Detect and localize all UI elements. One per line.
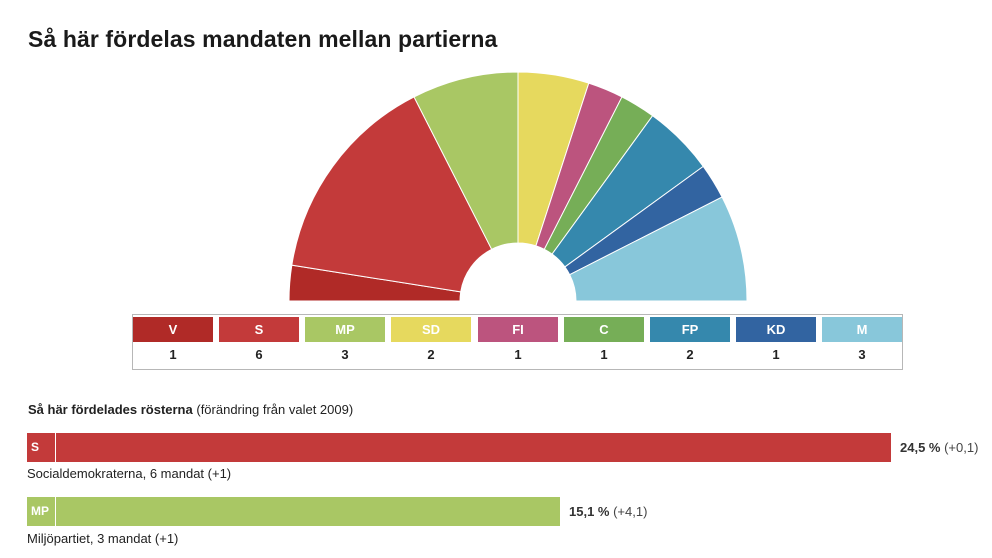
legend-item-mp: MP 3 xyxy=(305,317,385,367)
legend-seat-count: 6 xyxy=(255,347,263,362)
legend-seat-count: 2 xyxy=(427,347,435,362)
legend-party-label: FI xyxy=(478,317,558,342)
legend-party-label: S xyxy=(219,317,299,342)
page-title: Så här fördelas mandaten mellan partiern… xyxy=(28,26,498,52)
votes-heading-title: Så här fördelades rösterna xyxy=(28,402,193,417)
legend-party-label: SD xyxy=(391,317,471,342)
seat-hemicycle-chart xyxy=(288,71,748,302)
vote-percent-label: 15,1 % xyxy=(569,504,610,519)
vote-bar-caption: Socialdemokraterna, 6 mandat (+1) xyxy=(27,466,232,481)
legend-party-label: MP xyxy=(305,317,385,342)
vote-bar-s xyxy=(27,433,891,462)
vote-change-label: (+0,1) xyxy=(940,440,979,455)
legend-party-label: FP xyxy=(650,317,730,342)
legend-party-label: M xyxy=(822,317,902,342)
legend-item-fi: FI 1 xyxy=(478,317,558,367)
legend-item-kd: KD 1 xyxy=(736,317,816,367)
legend-seat-count: 3 xyxy=(341,347,349,362)
votes-heading: Så här fördelades rösterna (förändring f… xyxy=(28,402,353,417)
legend-seat-count: 1 xyxy=(772,347,780,362)
legend-seat-count: 1 xyxy=(600,347,608,362)
legend-party-label: C xyxy=(564,317,644,342)
vote-bar-party-label: S xyxy=(27,433,56,462)
seat-slice-m xyxy=(569,196,748,302)
vote-bar-value: 24,5 % (+0,1) xyxy=(900,433,978,462)
vote-bar-value: 15,1 % (+4,1) xyxy=(569,497,647,526)
legend-seat-count: 2 xyxy=(686,347,694,362)
vote-percent-label: 24,5 % xyxy=(900,440,941,455)
vote-bar-row-mp: MP 15,1 % (+4,1) xyxy=(27,497,670,526)
legend-item-fp: FP 2 xyxy=(650,317,730,367)
seat-slice-s xyxy=(291,96,493,293)
legend-seat-count: 1 xyxy=(169,347,177,362)
legend-seat-count: 3 xyxy=(858,347,866,362)
vote-bar-row-s: S 24,5 % (+0,1) xyxy=(27,433,992,462)
vote-bar-caption: Miljöpartiet, 3 mandat (+1) xyxy=(27,531,179,546)
legend-item-sd: SD 2 xyxy=(391,317,471,367)
vote-change-label: (+4,1) xyxy=(609,504,648,519)
party-seat-legend: V 1 S 6 MP 3 SD 2 FI 1 C 1 FP 2 KD 1 M 3 xyxy=(132,314,903,370)
votes-heading-note: (förändring från valet 2009) xyxy=(196,402,354,417)
legend-seat-count: 1 xyxy=(514,347,522,362)
legend-party-label: KD xyxy=(736,317,816,342)
legend-party-label: V xyxy=(133,317,213,342)
vote-bar-party-label: MP xyxy=(27,497,56,526)
vote-bar-mp xyxy=(27,497,560,526)
